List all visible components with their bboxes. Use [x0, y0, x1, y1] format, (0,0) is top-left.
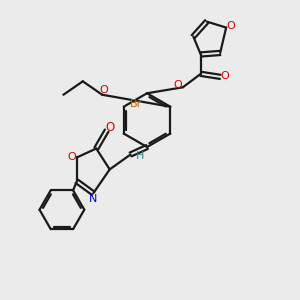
- Text: O: O: [220, 71, 229, 81]
- Text: O: O: [68, 152, 76, 162]
- Text: O: O: [105, 121, 114, 134]
- Text: O: O: [99, 85, 108, 95]
- Text: O: O: [227, 21, 236, 31]
- Text: N: N: [89, 194, 98, 204]
- Text: H: H: [136, 151, 144, 161]
- Text: Br: Br: [130, 99, 142, 109]
- Text: O: O: [173, 80, 182, 90]
